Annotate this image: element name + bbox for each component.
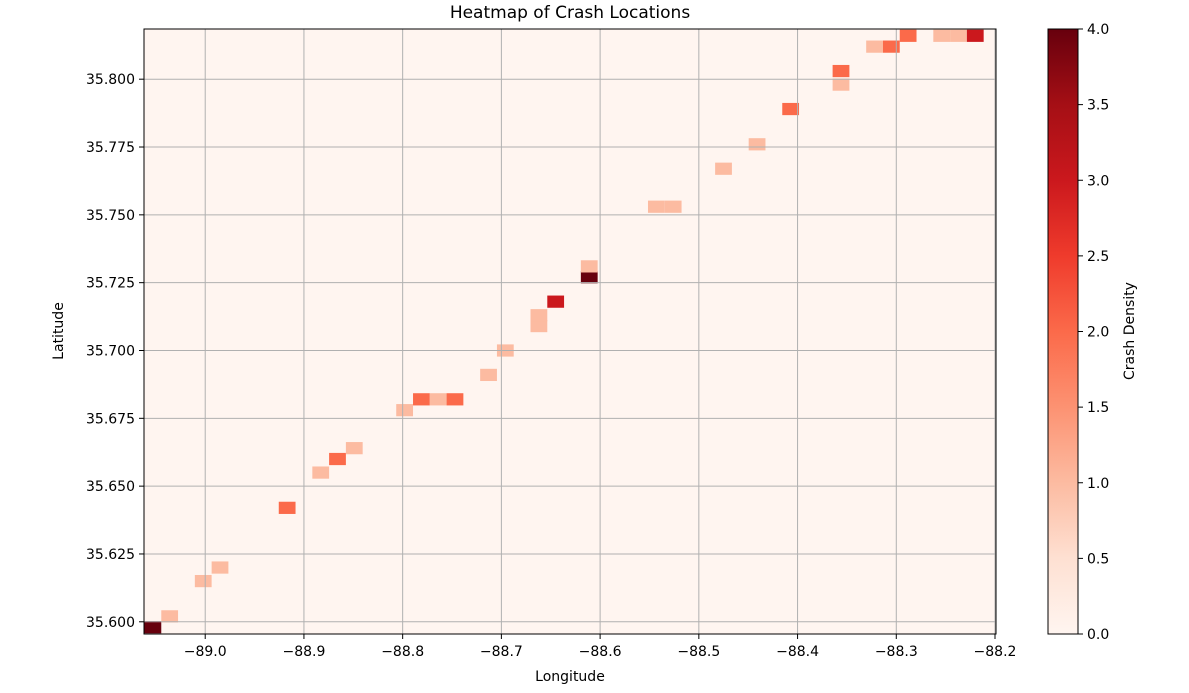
heatmap-cell bbox=[832, 78, 850, 91]
y-axis: 35.600 35.625 35.650 35.675 35.700 35.725 35.7… bbox=[86, 72, 144, 631]
gridlines bbox=[144, 29, 996, 634]
x-axis: −89.0 −88.9 −88.8 −88.7 −88.6 −88.5 −88.4 −88.3… bbox=[184, 634, 1017, 660]
x-tick-label: −88.3 bbox=[875, 644, 918, 660]
heatmap-cell bbox=[429, 393, 447, 406]
colorbar: 0.0 0.5 1.0 1.5 2.0 2.5 3.0 3.5 4.0 Crash Densit… bbox=[1047, 22, 1138, 643]
x-tick-label: −88.7 bbox=[480, 644, 523, 660]
plot-area bbox=[143, 28, 997, 635]
colorbar-gradient bbox=[1048, 29, 1078, 634]
y-tick-label: 35.800 bbox=[86, 72, 135, 88]
plot-frame bbox=[143, 28, 997, 635]
y-tick-label: 35.725 bbox=[86, 276, 135, 292]
y-tick-label: 35.675 bbox=[86, 411, 135, 427]
x-tick-label: −88.4 bbox=[776, 644, 819, 660]
x-tick-label: −88.6 bbox=[579, 644, 622, 660]
colorbar-tick-label: 0.0 bbox=[1087, 627, 1109, 643]
heatmap-cell bbox=[832, 64, 850, 78]
heatmap-cell bbox=[950, 29, 967, 42]
heatmap-cell bbox=[345, 442, 363, 455]
colorbar-ticks: 0.0 0.5 1.0 1.5 2.0 2.5 3.0 3.5 4.0 bbox=[1078, 22, 1109, 643]
heatmap-cell bbox=[530, 319, 548, 333]
colorbar-tick-label: 1.0 bbox=[1087, 476, 1109, 492]
y-tick-label: 35.600 bbox=[86, 615, 135, 631]
y-axis-label: Latitude bbox=[51, 302, 67, 360]
heatmap-cell bbox=[312, 466, 330, 479]
colorbar-tick-label: 1.5 bbox=[1087, 400, 1109, 416]
colorbar-tick-label: 3.5 bbox=[1087, 98, 1109, 114]
heatmap-cell bbox=[329, 452, 346, 466]
heatmap-cell bbox=[530, 309, 548, 322]
plot-background bbox=[144, 29, 996, 634]
heatmap-cell bbox=[899, 29, 917, 42]
x-tick-label: −88.5 bbox=[677, 644, 720, 660]
heatmap-cell bbox=[933, 29, 951, 42]
colorbar-tick-label: 4.0 bbox=[1087, 22, 1109, 38]
heatmap-cell bbox=[211, 561, 229, 574]
heatmap-cell bbox=[480, 368, 497, 382]
x-tick-label: −88.2 bbox=[974, 644, 1017, 660]
heatmap-cell bbox=[396, 404, 414, 417]
x-axis-label: Longitude bbox=[535, 669, 605, 685]
heatmap-cell bbox=[446, 393, 464, 406]
heatmap-cell bbox=[882, 40, 900, 53]
colorbar-tick-label: 3.0 bbox=[1087, 173, 1109, 189]
x-tick-label: −88.9 bbox=[282, 644, 325, 660]
heatmap-cell bbox=[782, 102, 800, 116]
heatmap-cell bbox=[413, 393, 430, 406]
y-tick-label: 35.625 bbox=[86, 547, 135, 563]
colorbar-label: Crash Density bbox=[1122, 282, 1138, 380]
heatmap-cell bbox=[966, 29, 984, 42]
heatmap-cell bbox=[647, 200, 665, 213]
x-tick-label: −89.0 bbox=[184, 644, 227, 660]
heatmap-cell bbox=[748, 138, 766, 151]
y-tick-label: 35.750 bbox=[86, 208, 135, 224]
heatmap-cell bbox=[715, 162, 732, 175]
colorbar-tick-label: 0.5 bbox=[1087, 551, 1109, 567]
heatmap-cell bbox=[547, 295, 565, 308]
heatmap-cell bbox=[161, 610, 179, 623]
x-tick-label: −88.8 bbox=[381, 644, 424, 660]
y-tick-label: 35.700 bbox=[86, 343, 135, 359]
heatmap-cell bbox=[278, 501, 296, 514]
heatmap-cell bbox=[664, 200, 682, 213]
heatmap-cell bbox=[194, 574, 212, 588]
y-tick-label: 35.650 bbox=[86, 479, 135, 495]
heatmap-cell bbox=[580, 271, 598, 284]
colorbar-tick-label: 2.0 bbox=[1087, 325, 1109, 341]
chart-title: Heatmap of Crash Locations bbox=[450, 3, 691, 23]
y-tick-label: 35.775 bbox=[86, 140, 135, 156]
heatmap-cell bbox=[580, 260, 598, 273]
heatmap-cell bbox=[144, 621, 162, 634]
colorbar-tick-label: 2.5 bbox=[1087, 249, 1109, 265]
heatmap-cell bbox=[866, 40, 883, 53]
